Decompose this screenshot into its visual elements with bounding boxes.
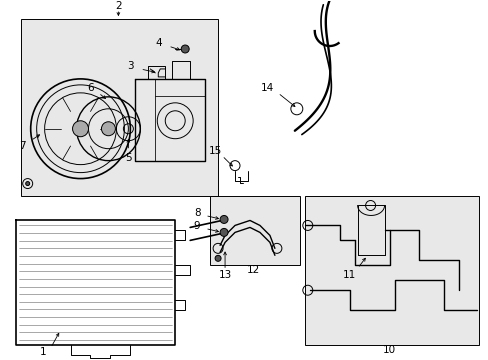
Text: 9: 9: [193, 221, 200, 231]
Circle shape: [72, 121, 88, 137]
Circle shape: [181, 45, 189, 53]
Text: 7: 7: [20, 141, 26, 151]
Text: 10: 10: [382, 345, 395, 355]
Text: 12: 12: [246, 265, 259, 275]
Text: 2: 2: [115, 1, 122, 11]
Circle shape: [220, 229, 227, 237]
Circle shape: [215, 255, 221, 261]
Text: 1: 1: [39, 347, 46, 357]
Text: 15: 15: [208, 146, 221, 156]
Bar: [210, 195, 299, 265]
Text: 8: 8: [193, 208, 200, 219]
Text: 5: 5: [125, 153, 131, 163]
Circle shape: [26, 181, 30, 185]
Bar: [20, 19, 218, 195]
Circle shape: [101, 122, 115, 136]
Text: 6: 6: [87, 83, 94, 93]
Circle shape: [220, 216, 227, 224]
Text: 11: 11: [343, 270, 356, 280]
Text: 3: 3: [127, 61, 133, 71]
Text: 4: 4: [155, 38, 161, 48]
Bar: [304, 195, 478, 345]
Text: 13: 13: [218, 270, 231, 280]
Text: 14: 14: [261, 83, 274, 93]
